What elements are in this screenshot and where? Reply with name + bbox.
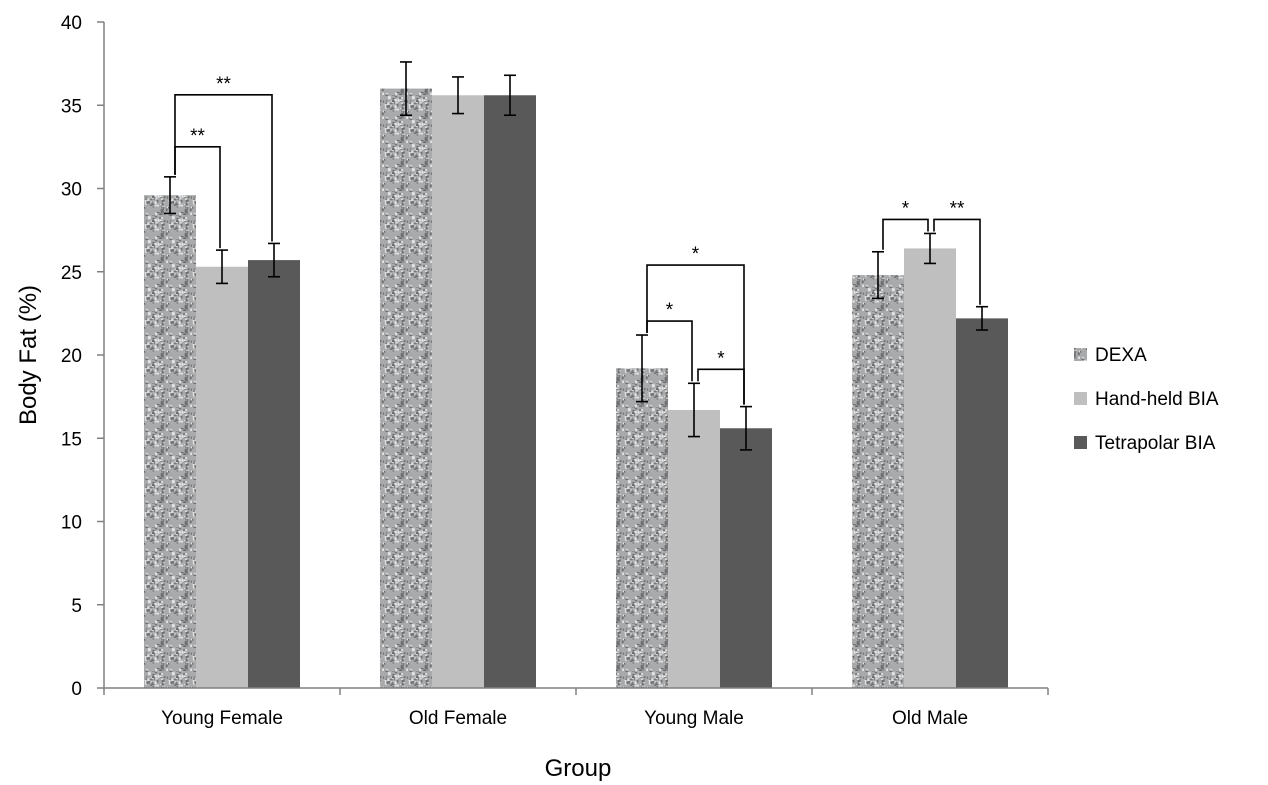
bar-old-female-hand-held-bia xyxy=(432,95,484,688)
significance-label: ** xyxy=(950,198,965,219)
legend-label: DEXA xyxy=(1095,345,1147,366)
legend-swatch xyxy=(1074,348,1087,361)
significance-bracket xyxy=(646,264,745,405)
bar-young-female-dexa xyxy=(144,195,196,688)
significance-bracket xyxy=(174,94,273,242)
significance-bracket xyxy=(933,218,981,305)
significance-bracket xyxy=(882,218,929,250)
bar-old-male-dexa xyxy=(852,275,904,688)
significance-layer: ******** ** xyxy=(174,74,981,405)
bar-young-male-hand-held-bia xyxy=(668,409,720,688)
y-tick-label: 30 xyxy=(61,180,82,201)
x-tick-label: Old Male xyxy=(892,708,968,729)
bar-old-female-tetrapolar-bia xyxy=(484,95,536,688)
bar-young-female-tetrapolar-bia xyxy=(248,260,300,688)
legend-label: Tetrapolar BIA xyxy=(1095,433,1216,454)
significance-label: ** xyxy=(190,126,205,147)
x-tick-label: Old Female xyxy=(409,708,507,729)
bars-layer xyxy=(144,88,1008,689)
y-tick-label: 15 xyxy=(61,429,82,450)
axes-layer: 0 5 10 15 20 25 30 35 40 Young Female Old Female Yo… xyxy=(61,13,1049,729)
bar-young-male-tetrapolar-bia xyxy=(720,428,772,688)
y-tick-label: 40 xyxy=(61,13,82,34)
legend-swatch xyxy=(1074,436,1087,449)
x-tick-label: Young Male xyxy=(644,708,744,729)
y-tick-label: 0 xyxy=(71,679,82,700)
significance-label: * xyxy=(692,244,700,265)
significance-label: ** xyxy=(216,74,231,95)
bar-old-male-hand-held-bia xyxy=(904,248,956,688)
legend: DEXA Hand-held BIA Tetrapolar BIA xyxy=(1074,345,1219,454)
significance-bracket xyxy=(697,368,745,405)
legend-swatch xyxy=(1074,392,1087,405)
y-axis-title: Body Fat (%) xyxy=(15,285,42,425)
significance-label: * xyxy=(717,348,725,369)
significance-label: * xyxy=(902,198,910,219)
bar-young-female-hand-held-bia xyxy=(196,266,248,688)
y-tick-label: 10 xyxy=(61,513,82,534)
significance-bracket xyxy=(646,320,693,382)
x-axis-title: Group xyxy=(545,755,612,782)
bar-young-male-dexa xyxy=(616,368,668,688)
y-tick-label: 25 xyxy=(61,263,82,284)
significance-bracket xyxy=(174,146,221,249)
legend-label: Hand-held BIA xyxy=(1095,389,1219,410)
bar-old-female-dexa xyxy=(380,88,432,689)
y-tick-label: 35 xyxy=(61,96,82,117)
error-bars-layer xyxy=(164,61,988,451)
significance-label: * xyxy=(666,300,674,321)
y-tick-label: 20 xyxy=(61,346,82,367)
bar-old-male-tetrapolar-bia xyxy=(956,318,1008,688)
y-tick-label: 5 xyxy=(71,596,82,617)
x-tick-label: Young Female xyxy=(161,708,283,729)
